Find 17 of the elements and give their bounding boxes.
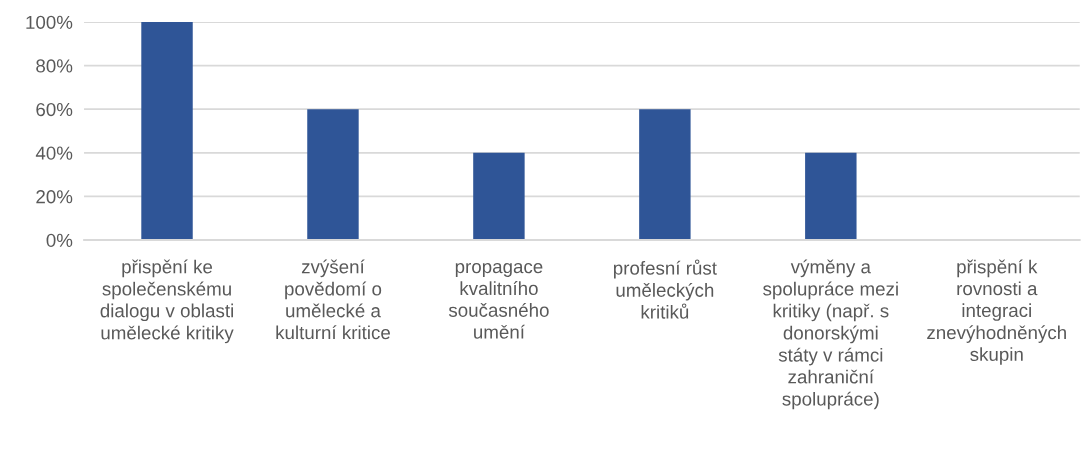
- y-tick-label: 100%: [26, 15, 73, 29]
- x-tick-label: výměny a spolupráce mezi kritiky (např. s donorskými státy v rámci zahraniční spolupráce): [763, 259, 898, 410]
- x-tick-label: profesní růst uměleckých kritiků: [613, 259, 717, 319]
- bar: [805, 152, 857, 241]
- y-tick-label: 40%: [35, 146, 73, 160]
- x-tick-label: přispění k rovnosti a integraci znevýhodněných skupin: [927, 259, 1066, 365]
- y-tick-label: 60%: [36, 102, 73, 117]
- x-tick-label: zvýšení povědomí o umělecké a kulturní kritice: [276, 259, 390, 340]
- x-tick-label: propagace kvalitního současného umění: [448, 262, 549, 339]
- bar: [639, 109, 691, 241]
- bar: [141, 21, 193, 241]
- bar: [307, 109, 359, 241]
- y-tick-label: 0%: [46, 233, 73, 247]
- y-tick-label: 80%: [36, 59, 73, 73]
- y-tick-label: 20%: [36, 190, 73, 204]
- bar: [473, 152, 525, 241]
- x-tick-label: přispění ke společenskému dialogu v oblasti umělecké kritiky: [100, 259, 234, 344]
